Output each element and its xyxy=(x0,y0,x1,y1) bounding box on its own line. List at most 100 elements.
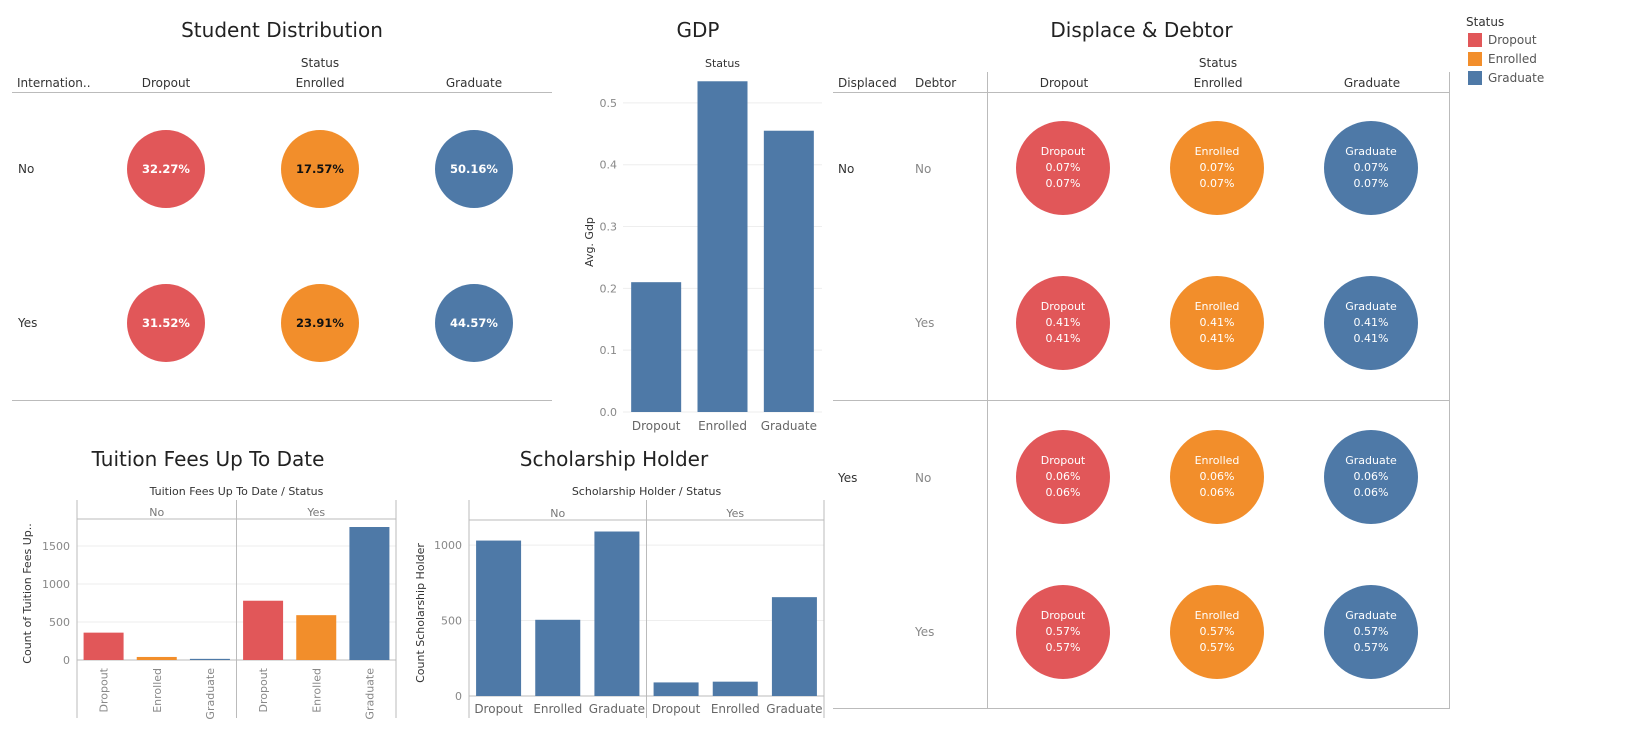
bubble-status: Dropout xyxy=(1040,300,1086,313)
y-axis-label: Count Scholarship Holder xyxy=(414,543,427,683)
bubble-value: 0.06% xyxy=(1353,470,1389,483)
column-header-enrolled: Enrolled xyxy=(295,76,345,90)
bubble-no-enrolled[interactable]: 17.57% xyxy=(281,130,359,208)
bubble-value: 0.41% xyxy=(1045,316,1081,329)
x-tick-label: Dropout xyxy=(257,667,270,712)
panel-label-no: No xyxy=(550,507,565,520)
bar-yes-enrolled[interactable] xyxy=(712,681,758,696)
column-header-dropout: Dropout xyxy=(1039,76,1089,90)
bubble-enrolled[interactable]: Enrolled 0.57% 0.57% xyxy=(1170,585,1264,679)
bubble-value: 0.57% xyxy=(1045,625,1081,638)
bar-yes-dropout[interactable] xyxy=(653,682,699,696)
y-tick-label: 1000 xyxy=(434,539,462,552)
debtor-label-yes: Yes xyxy=(915,625,935,639)
legend-item-enrolled[interactable]: Enrolled xyxy=(1468,52,1537,66)
bubble-dropout[interactable]: Dropout 0.07% 0.07% xyxy=(1016,121,1110,215)
bar-yes-graduate[interactable] xyxy=(349,527,390,660)
bar-no-enrolled[interactable] xyxy=(136,656,177,660)
bar-no-graduate[interactable] xyxy=(594,531,640,696)
y-tick-label: 1000 xyxy=(42,578,70,591)
bubble-value: 0.07% xyxy=(1045,161,1081,174)
y-axis-label: Avg. Gdp xyxy=(583,217,596,267)
x-tick-label: Graduate xyxy=(766,702,822,716)
gdp-chart: Status 0.0 0.1 0.2 0.3 0.4 0.5 Dropout Enrolled G… xyxy=(583,57,822,433)
bubble-value: 0.07% xyxy=(1045,177,1081,190)
x-tick-label: Graduate xyxy=(363,668,376,720)
bubble-dropout[interactable]: Dropout 0.57% 0.57% xyxy=(1016,585,1110,679)
header-divider xyxy=(833,92,1450,93)
bubble-yes-graduate[interactable]: 44.57% xyxy=(435,284,513,362)
bubble-graduate[interactable]: Graduate 0.57% 0.57% xyxy=(1324,585,1418,679)
bar-no-dropout[interactable] xyxy=(83,632,124,660)
bubble-yes-enrolled[interactable]: 23.91% xyxy=(281,284,359,362)
displace-debtor-title: Displace & Debtor xyxy=(1050,18,1233,42)
x-tick-label: Graduate xyxy=(204,668,217,720)
bubble-no-dropout[interactable]: 32.27% xyxy=(127,130,205,208)
displaced-row-header: Displaced xyxy=(838,76,897,90)
bar-graduate[interactable] xyxy=(763,130,814,412)
bubble-value: 0.41% xyxy=(1353,316,1389,329)
bar-enrolled[interactable] xyxy=(697,81,748,412)
bar-no-enrolled[interactable] xyxy=(535,619,581,696)
bubble-yes-dropout[interactable]: 31.52% xyxy=(127,284,205,362)
x-tick-label: Dropout xyxy=(632,419,681,433)
bubble-status: Dropout xyxy=(1040,609,1086,622)
x-tick-label: Graduate xyxy=(761,419,817,433)
column-header-dropout: Dropout xyxy=(141,76,191,90)
bar-no-dropout[interactable] xyxy=(476,540,522,696)
bubble-graduate[interactable]: Graduate 0.41% 0.41% xyxy=(1324,276,1418,370)
x-tick-label: Enrolled xyxy=(711,702,760,716)
bubble-status: Enrolled xyxy=(1194,145,1240,158)
legend-item-dropout[interactable]: Dropout xyxy=(1468,33,1537,47)
bubble-no-graduate[interactable]: 50.16% xyxy=(435,130,513,208)
y-tick-label: 0.3 xyxy=(600,221,618,234)
bubble-status: Enrolled xyxy=(1194,609,1240,622)
status-column-header: Status xyxy=(300,56,340,70)
x-tick-label: Enrolled xyxy=(310,668,323,713)
bar-dropout[interactable] xyxy=(631,282,682,412)
bubble-status: Graduate xyxy=(1345,609,1397,622)
legend-title: Status xyxy=(1466,15,1505,29)
displaced-label-yes: Yes xyxy=(838,471,858,485)
debtor-label-yes: Yes xyxy=(915,316,935,330)
bubble-dropout[interactable]: Dropout 0.41% 0.41% xyxy=(1016,276,1110,370)
bubble-status: Enrolled xyxy=(1194,300,1240,313)
bubble-status: Graduate xyxy=(1345,454,1397,467)
legend-item-graduate[interactable]: Graduate xyxy=(1468,71,1544,85)
chart-header: Status xyxy=(705,57,740,70)
bubble-status: Enrolled xyxy=(1194,454,1240,467)
displaced-group-divider xyxy=(833,400,1450,401)
bubble-value: 0.06% xyxy=(1199,486,1235,499)
panel-right-border xyxy=(1449,72,1450,709)
bubble-value: 0.06% xyxy=(1353,486,1389,499)
bar-yes-dropout[interactable] xyxy=(243,600,284,660)
bar-yes-enrolled[interactable] xyxy=(296,615,337,660)
panel-label-yes: Yes xyxy=(306,506,325,519)
bubble-dropout[interactable]: Dropout 0.06% 0.06% xyxy=(1016,430,1110,524)
bubble-graduate[interactable]: Graduate 0.06% 0.06% xyxy=(1324,430,1418,524)
scholarship-chart: Scholarship Holder / Status 0 500 1000 No Dro… xyxy=(414,485,825,718)
panel-bottom-border xyxy=(833,708,1450,709)
bubble-enrolled[interactable]: Enrolled 0.06% 0.06% xyxy=(1170,430,1264,524)
bubble-enrolled[interactable]: Enrolled 0.41% 0.41% xyxy=(1170,276,1264,370)
bubble-value: 0.41% xyxy=(1045,332,1081,345)
graduate-swatch xyxy=(1468,71,1482,85)
x-tick-label: Dropout xyxy=(474,702,523,716)
bubble-status: Graduate xyxy=(1345,145,1397,158)
bubble-value: 0.57% xyxy=(1353,641,1389,654)
bar-yes-graduate[interactable] xyxy=(771,597,817,696)
legend-label: Graduate xyxy=(1488,71,1545,85)
debtor-label-no: No xyxy=(915,162,932,176)
bubble-value: 0.06% xyxy=(1045,486,1081,499)
bubble-graduate[interactable]: Graduate 0.07% 0.07% xyxy=(1324,121,1418,215)
y-tick-label: 0.5 xyxy=(600,97,618,110)
y-tick-label: 0 xyxy=(455,690,462,703)
bar-no-graduate[interactable] xyxy=(189,658,230,660)
tuition-title: Tuition Fees Up To Date xyxy=(91,447,325,471)
international-row-header: Internation.. xyxy=(17,76,91,90)
y-tick-label: 0 xyxy=(63,654,70,667)
x-tick-label: Enrolled xyxy=(698,419,747,433)
debtor-row-header: Debtor xyxy=(915,76,957,90)
bubble-enrolled[interactable]: Enrolled 0.07% 0.07% xyxy=(1170,121,1264,215)
bubble-status: Graduate xyxy=(1345,300,1397,313)
